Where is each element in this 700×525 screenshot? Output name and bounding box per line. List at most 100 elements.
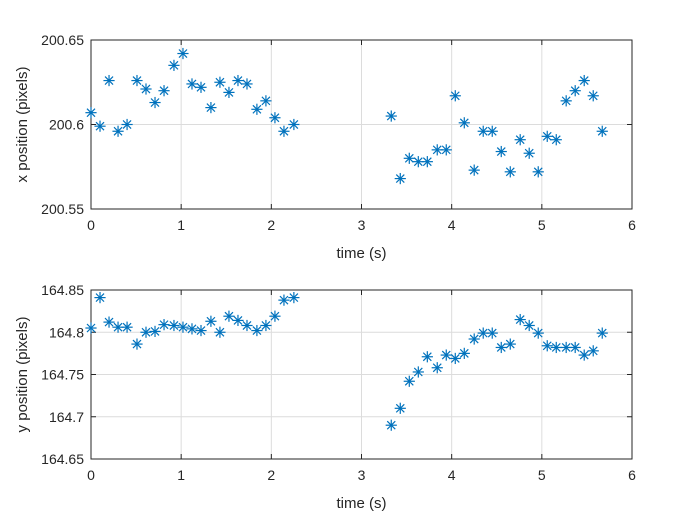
top-data-point xyxy=(214,76,226,88)
bottom-data-point xyxy=(421,351,433,363)
bottom-plot: 0 1 2 3 4 5 6 164.65 164.7 164.75 164.8 164.85 time … xyxy=(14,282,636,512)
top-data-point xyxy=(195,81,207,93)
top-data-point xyxy=(514,134,526,146)
bottom-data-point xyxy=(85,322,97,334)
bottom-data-point xyxy=(94,292,106,304)
top-data-point xyxy=(278,125,290,137)
bottom-x-axis-title: time (s) xyxy=(337,495,387,512)
top-y-tick-label: 200.55 xyxy=(41,201,84,217)
top-data-point xyxy=(232,74,244,87)
top-data-point xyxy=(569,85,581,97)
top-data-point xyxy=(385,110,397,122)
bottom-data-point xyxy=(121,321,133,333)
bottom-data-point xyxy=(214,326,226,338)
bottom-data-point xyxy=(541,340,553,352)
top-x-tick-label: 6 xyxy=(628,217,636,233)
bottom-data-point xyxy=(514,313,526,326)
bottom-data-point xyxy=(205,315,217,327)
top-data-point xyxy=(578,74,590,87)
bottom-x-tick-label: 6 xyxy=(628,467,636,483)
top-data-point xyxy=(495,145,507,158)
top-data-point xyxy=(269,112,281,124)
top-data-point xyxy=(177,47,189,60)
bottom-data-point xyxy=(223,310,235,322)
bottom-data-point xyxy=(149,325,161,338)
bottom-data-point xyxy=(532,327,544,339)
bottom-data-point xyxy=(112,321,124,333)
bottom-data-point xyxy=(596,327,608,339)
top-y-tick-label: 200.65 xyxy=(41,32,84,48)
bottom-data-point xyxy=(140,326,152,338)
bottom-y-tick-label: 164.85 xyxy=(41,282,84,298)
top-data-point xyxy=(523,147,535,159)
bottom-data-point xyxy=(440,349,452,361)
top-data-point xyxy=(596,125,608,137)
top-data-point xyxy=(85,107,97,119)
bottom-y-tick-label: 164.65 xyxy=(41,451,84,467)
bottom-data-point xyxy=(578,349,590,361)
bottom-data-point xyxy=(477,327,489,339)
top-x-tick-label: 1 xyxy=(177,217,185,233)
bottom-x-tick-label: 3 xyxy=(358,467,366,483)
bottom-x-tick-label: 0 xyxy=(87,467,95,483)
bottom-data-point xyxy=(569,341,581,354)
top-data-point xyxy=(541,130,553,142)
bottom-data-point xyxy=(195,324,207,337)
top-data-point xyxy=(94,120,106,132)
top-data-point xyxy=(550,134,562,146)
top-data-point xyxy=(504,166,516,178)
bottom-data-point xyxy=(486,327,498,339)
top-data-point xyxy=(468,164,480,176)
top-x-axis-title: time (s) xyxy=(337,245,387,262)
bottom-data-point xyxy=(103,316,115,328)
bottom-data-point xyxy=(241,319,253,332)
top-x-tick-label: 5 xyxy=(538,217,546,233)
top-data-point xyxy=(186,78,198,90)
top-data-point xyxy=(394,172,406,185)
top-data-point xyxy=(149,96,161,109)
bottom-data-point xyxy=(412,366,424,378)
top-data-point xyxy=(431,144,443,156)
top-data-point xyxy=(121,118,133,131)
bottom-data-point xyxy=(495,341,507,354)
top-series xyxy=(85,47,608,185)
bottom-x-tick-label: 5 xyxy=(538,467,546,483)
bottom-data-point xyxy=(168,319,180,332)
bottom-data-point xyxy=(587,345,599,357)
bottom-data-point xyxy=(288,292,300,304)
top-y-axis-title: x position (pixels) xyxy=(14,67,31,183)
bottom-y-tick-label: 164.8 xyxy=(49,324,84,340)
bottom-data-point xyxy=(431,362,443,374)
bottom-data-point xyxy=(468,333,480,345)
top-data-point xyxy=(131,74,143,87)
top-data-point xyxy=(587,90,599,102)
bottom-data-point xyxy=(449,352,461,365)
top-data-point xyxy=(532,166,544,178)
bottom-x-tick-label: 4 xyxy=(448,467,456,483)
top-x-tick-label: 2 xyxy=(267,217,275,233)
top-plot: 0 1 2 3 4 5 6 200.55 200.6 200.65 time (s) x positi… xyxy=(14,32,636,262)
bottom-data-point xyxy=(269,310,281,322)
top-y-tick-label: 200.6 xyxy=(49,117,84,133)
top-data-point xyxy=(112,125,124,137)
top-data-point xyxy=(223,86,235,98)
bottom-data-point xyxy=(186,323,198,335)
bottom-data-point xyxy=(251,324,263,337)
bottom-x-tick-label: 2 xyxy=(267,467,275,483)
top-data-point xyxy=(288,118,300,131)
top-data-point xyxy=(421,156,433,168)
bottom-data-point xyxy=(394,402,406,414)
bottom-data-point xyxy=(158,319,170,331)
top-data-point xyxy=(449,90,461,102)
bottom-data-point xyxy=(232,314,244,327)
bottom-data-point xyxy=(550,341,562,354)
bottom-series xyxy=(85,292,608,431)
bottom-data-point xyxy=(458,347,470,359)
top-x-tick-label: 0 xyxy=(87,217,95,233)
top-data-point xyxy=(458,117,470,129)
top-data-point xyxy=(440,144,452,156)
top-data-point xyxy=(412,156,424,168)
bottom-data-point xyxy=(260,319,272,332)
top-x-tick-label: 4 xyxy=(448,217,456,233)
